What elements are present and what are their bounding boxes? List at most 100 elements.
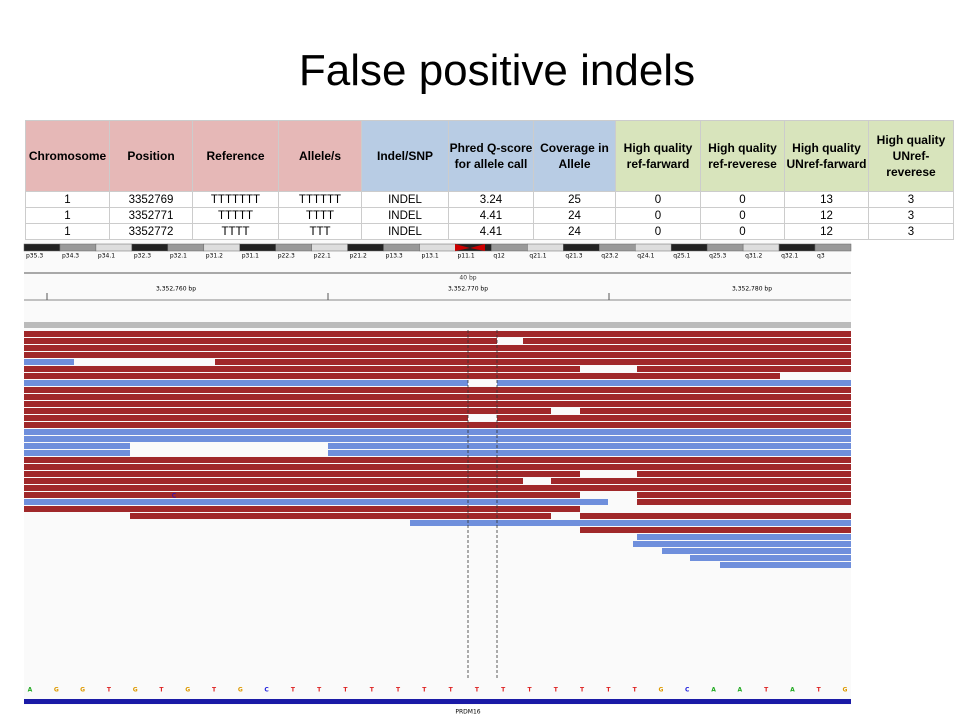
mismatch-base: C bbox=[172, 493, 176, 500]
read bbox=[24, 450, 130, 456]
read bbox=[662, 548, 851, 554]
base: A bbox=[28, 687, 33, 694]
header-cell: Coverage in Allele bbox=[533, 120, 616, 192]
read bbox=[523, 338, 851, 344]
cell: 24 bbox=[533, 223, 616, 240]
base: G bbox=[54, 687, 59, 694]
cytoband bbox=[814, 243, 852, 252]
base: T bbox=[107, 687, 112, 694]
base: T bbox=[501, 687, 506, 694]
read bbox=[24, 471, 580, 477]
base: A bbox=[738, 687, 743, 694]
read bbox=[24, 352, 851, 358]
ruler-label: 3,352,780 bp bbox=[732, 286, 772, 293]
cytoband-label: q31.2 bbox=[745, 253, 762, 260]
cytoband bbox=[670, 243, 708, 252]
cytoband bbox=[527, 243, 564, 252]
base: T bbox=[343, 687, 348, 694]
base: G bbox=[133, 687, 138, 694]
header-cell: Position bbox=[109, 120, 193, 192]
read bbox=[24, 506, 580, 512]
base: T bbox=[159, 687, 164, 694]
cell: 3352769 bbox=[109, 191, 193, 208]
data-row: 1 3352772 TTTT TTT INDEL 4.41 24 0 0 12 3 bbox=[25, 223, 954, 240]
cytoband-label: q3 bbox=[817, 253, 825, 260]
cytoband bbox=[778, 243, 816, 252]
cytoband bbox=[563, 243, 600, 252]
read bbox=[24, 443, 130, 449]
cytoband bbox=[599, 243, 636, 252]
cytoband bbox=[239, 243, 276, 252]
ruler-label: 3,352,760 bp bbox=[156, 286, 196, 293]
read bbox=[637, 492, 851, 498]
span-label: 40 bp bbox=[459, 275, 476, 282]
cytoband bbox=[311, 243, 348, 252]
cytoband-label: q21.3 bbox=[565, 253, 582, 260]
cytoband-label: q32.1 bbox=[781, 253, 798, 260]
base: G bbox=[80, 687, 85, 694]
base: T bbox=[422, 687, 427, 694]
base: T bbox=[554, 687, 559, 694]
read bbox=[24, 338, 497, 344]
header-cell: Phred Q-score for allele call bbox=[448, 120, 534, 192]
read bbox=[637, 366, 721, 372]
base: G bbox=[185, 687, 190, 694]
base: T bbox=[396, 687, 401, 694]
cytoband-label: p13.1 bbox=[422, 253, 439, 260]
cytoband-label: q12 bbox=[493, 253, 505, 260]
read bbox=[720, 562, 851, 568]
read bbox=[721, 366, 851, 372]
read bbox=[410, 520, 851, 526]
cytoband-label: p35.3 bbox=[26, 253, 43, 260]
header-row: Chromosome Position Reference Allele/s Indel… bbox=[25, 120, 954, 192]
cytoband-label: p31.1 bbox=[242, 253, 259, 260]
read bbox=[24, 401, 851, 407]
base: T bbox=[449, 687, 454, 694]
gene-bar bbox=[24, 699, 851, 704]
cytoband-label: p13.3 bbox=[386, 253, 403, 260]
read bbox=[551, 478, 851, 484]
cytoband bbox=[203, 243, 240, 252]
base: T bbox=[580, 687, 585, 694]
read bbox=[497, 380, 851, 386]
cytoband bbox=[275, 243, 312, 252]
slide-title: False positive indels bbox=[298, 46, 696, 95]
read bbox=[24, 457, 851, 463]
read bbox=[24, 359, 74, 365]
read bbox=[24, 345, 851, 351]
read bbox=[24, 422, 851, 428]
read bbox=[633, 541, 851, 547]
cytoband bbox=[347, 243, 384, 252]
cytoband bbox=[383, 243, 420, 252]
cell: 3 bbox=[868, 223, 954, 240]
cytoband-label: p22.3 bbox=[278, 253, 295, 260]
cytoband bbox=[706, 243, 744, 252]
header-cell: Allele/s bbox=[278, 120, 362, 192]
base: G bbox=[238, 687, 243, 694]
header-cell: Indel/SNP bbox=[361, 120, 449, 192]
header-cell: Chromosome bbox=[25, 120, 110, 192]
read bbox=[24, 436, 851, 442]
base: A bbox=[711, 687, 716, 694]
base: A bbox=[790, 687, 795, 694]
read bbox=[580, 513, 851, 519]
cell: TTT bbox=[278, 223, 362, 240]
cytoband bbox=[742, 243, 780, 252]
read bbox=[24, 464, 851, 470]
base: T bbox=[606, 687, 611, 694]
read bbox=[637, 471, 851, 477]
base: T bbox=[817, 687, 822, 694]
read bbox=[24, 373, 780, 379]
cytoband-label: q25.3 bbox=[709, 253, 726, 260]
cytoband-label: p32.1 bbox=[170, 253, 187, 260]
read bbox=[24, 387, 851, 393]
base: G bbox=[658, 687, 663, 694]
read bbox=[24, 366, 580, 372]
cytoband bbox=[59, 243, 97, 252]
base: C bbox=[685, 687, 690, 694]
cytoband-label: q24.1 bbox=[637, 253, 654, 260]
read bbox=[580, 408, 851, 414]
base: T bbox=[764, 687, 769, 694]
cytoband-label: p34.1 bbox=[98, 253, 115, 260]
